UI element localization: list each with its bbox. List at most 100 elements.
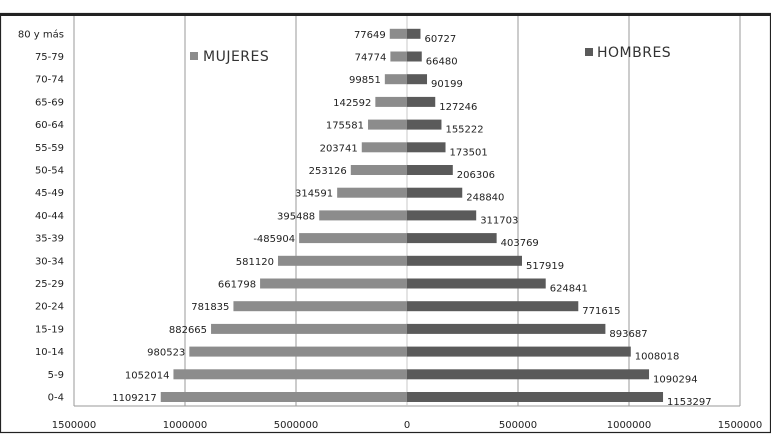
bar-mujeres [189,346,407,357]
data-label-mujeres: 253126 [309,166,347,177]
category-label: 0-4 [48,393,64,404]
x-tick-label: 1500000 [718,420,763,431]
bar-mujeres [277,255,407,266]
x-tick-label: 1500000 [52,420,97,431]
legend-label-hombres: HOMBRES [597,45,671,61]
category-label: 40-44 [35,211,64,222]
bar-mujeres [337,187,407,198]
category-label: 30-34 [35,256,64,267]
category-label: 20-24 [35,302,64,313]
bar-hombres [407,323,606,334]
bar-mujeres [299,233,407,244]
data-label-hombres: 90199 [431,79,463,90]
category-label: 50-54 [35,166,64,177]
bar-mujeres [361,142,407,153]
data-label-mujeres: 581120 [236,257,274,268]
legend-item-hombres: HOMBRES [585,45,671,61]
bar-mujeres [233,301,407,312]
bar-mujeres [260,278,407,289]
plot-background [1,14,770,16]
data-label-hombres: 155222 [445,125,483,136]
data-label-hombres: 624841 [550,284,588,295]
category-label: 35-39 [35,234,64,245]
bar-mujeres [384,74,407,85]
bar-hombres [407,187,463,198]
bar-hombres [407,233,497,244]
data-label-hombres: 1153297 [667,397,712,408]
x-tick-label: 5000000 [274,420,319,431]
data-label-hombres: 893687 [609,329,647,340]
legend: MUJERES HOMBRES [190,45,671,65]
data-label-hombres: 248840 [466,193,504,204]
x-tick-label: 500000 [499,420,537,431]
data-label-mujeres: 980523 [147,348,185,359]
bar-hombres [407,51,422,62]
data-label-mujeres: 77649 [354,30,386,41]
data-label-mujeres: 1052014 [125,370,170,381]
category-label: 75-79 [35,52,64,63]
data-label-mujeres: 175581 [326,121,364,132]
bar-mujeres [389,28,407,39]
data-label-mujeres: 142592 [333,98,371,109]
bar-mujeres [319,210,407,221]
bar-mujeres [375,96,407,107]
x-tick-label: 0 [404,420,410,431]
data-label-mujeres: 203741 [320,143,358,154]
category-label: 25-29 [35,279,64,290]
data-labels: 1109217 1153297 1052014 1090294 980523 100801… [112,30,711,408]
category-label: 80 y más [18,28,64,40]
data-label-mujeres: 661798 [218,280,256,291]
data-label-mujeres: 882665 [169,325,207,336]
bar-hombres [407,255,522,266]
data-label-hombres: 206306 [457,170,495,181]
category-label: 5-9 [48,370,64,381]
x-tick-label: 1000000 [607,420,652,431]
bar-hombres [407,392,664,402]
data-label-hombres: 1090294 [653,374,698,385]
category-label: 15-19 [35,324,64,335]
data-label-hombres: 403769 [501,238,539,249]
legend-swatch-mujeres [190,52,198,60]
bar-mujeres [173,369,407,380]
bar-mujeres [390,51,407,62]
bar-hombres [407,210,477,221]
data-label-mujeres: -485904 [253,234,295,245]
bar-mujeres [350,165,407,175]
category-label: 65-69 [35,97,64,108]
data-label-hombres: 311703 [480,215,518,226]
data-label-hombres: 66480 [426,57,458,68]
legend-item-mujeres: MUJERES [190,49,269,65]
data-label-mujeres: 74774 [355,53,387,64]
data-label-mujeres: 314591 [295,189,333,200]
data-label-hombres: 771615 [582,306,620,317]
bar-hombres [407,96,436,107]
data-label-hombres: 127246 [439,102,477,113]
category-label: 10-14 [35,347,64,358]
bar-hombres [407,346,631,357]
bar-hombres [407,369,650,380]
bar-mujeres [368,119,407,130]
bar-hombres [407,74,428,85]
data-label-mujeres: 395488 [277,211,315,222]
x-tick-label: 1000000 [163,420,208,431]
legend-label-mujeres: MUJERES [203,49,269,65]
bar-mujeres [211,323,407,334]
data-label-hombres: 1008018 [635,352,680,363]
bar-hombres [407,28,421,39]
bars [160,28,664,402]
category-label: 55-59 [35,143,64,154]
data-label-mujeres: 1109217 [112,393,157,404]
category-label: 70-74 [35,75,64,86]
category-label: 45-49 [35,188,64,199]
category-labels: 0-4 5-9 10-14 15-19 20-24 25-29 30-34 35-39 40-4… [18,28,64,403]
data-label-mujeres: 99851 [349,75,381,86]
bar-hombres [407,119,442,130]
bar-hombres [407,278,546,289]
gridlines [73,16,741,406]
bar-mujeres [160,392,407,402]
legend-swatch-hombres [585,48,593,56]
bar-hombres [407,165,453,175]
data-label-mujeres: 781835 [191,302,229,313]
bar-hombres [407,142,446,153]
